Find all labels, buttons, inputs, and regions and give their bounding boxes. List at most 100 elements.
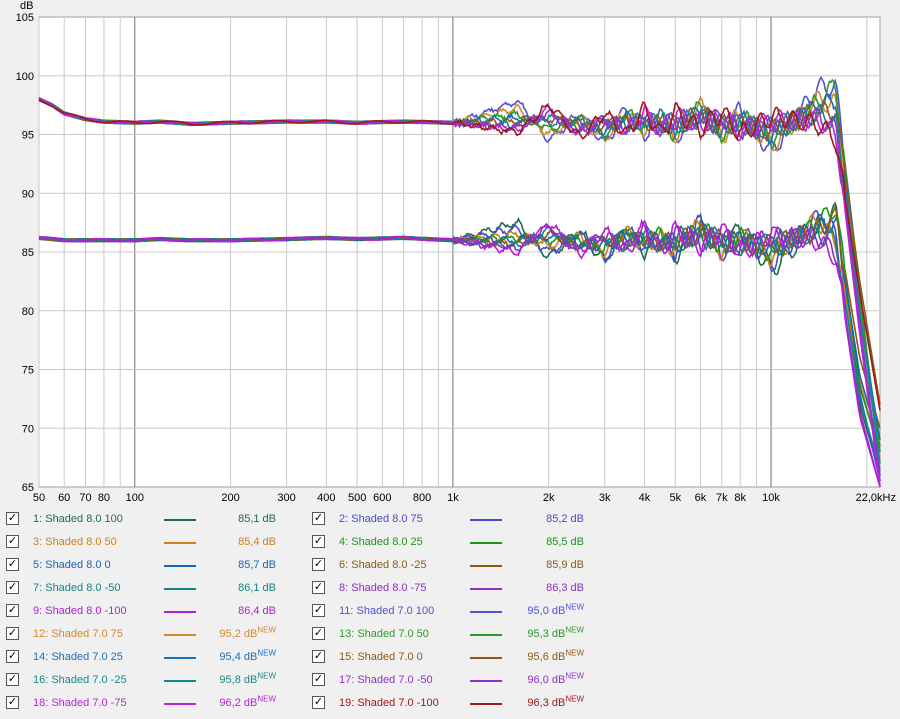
legend-label: 3: Shaded 8.0 50 [33, 536, 117, 548]
legend-value: 85,9 dB [524, 554, 584, 577]
frequency-response-chart: 65 70 75 80 85 90 95 100 105 50 60 70 80 100 200 300 40… [16, 0, 896, 504]
legend-checkbox[interactable]: ✓ [6, 512, 19, 525]
legend-value-text: 85,1 dB [238, 513, 276, 525]
series-lines [38, 75, 881, 488]
x-tick-label: 22,0kHz [856, 492, 896, 504]
y-tick-label: 70 [22, 423, 34, 435]
new-badge: NEW [565, 648, 584, 658]
legend-line-swatch [164, 703, 196, 705]
series-line [38, 97, 881, 482]
legend-value-text: 96,2 dB [219, 697, 258, 709]
x-axis-ticks: 50 60 70 80 100 200 300 400 500 600 800 1k 2k 3k 4k 5k 6… [33, 492, 896, 504]
new-badge: NEW [257, 648, 276, 658]
legend-checkbox[interactable]: ✓ [312, 512, 325, 525]
legend-line-swatch [164, 657, 196, 659]
legend-line-swatch [164, 542, 196, 544]
legend-checkbox[interactable]: ✓ [6, 604, 19, 617]
legend-value-text: 95,0 dB [527, 605, 566, 617]
x-tick-label: 60 [58, 492, 70, 504]
series-line [38, 218, 881, 488]
legend-item: ✓ 11: Shaded 7.0 100 95,0 dBNEW [312, 600, 612, 623]
legend-checkbox[interactable]: ✓ [312, 581, 325, 594]
legend-checkbox[interactable]: ✓ [6, 581, 19, 594]
legend-label: 2: Shaded 8.0 75 [339, 513, 423, 525]
legend-item: ✓ 13: Shaded 7.0 50 95,3 dBNEW [312, 623, 612, 646]
x-tick-label: 3k [599, 492, 611, 504]
legend: ✓ 1: Shaded 8.0 100 85,1 dB ✓ 2: Shaded 8.0 … [0, 508, 900, 719]
legend-value: 95,0 dBNEW [524, 600, 584, 623]
legend-value-text: 86,4 dB [238, 605, 276, 617]
x-tick-label: 1k [447, 492, 459, 504]
legend-line-swatch [470, 634, 502, 636]
legend-value-text: 95,4 dB [219, 651, 258, 663]
legend-value: 96,0 dBNEW [524, 669, 584, 692]
x-tick-label: 7k [716, 492, 728, 504]
y-tick-label: 80 [22, 306, 34, 318]
legend-item: ✓ 19: Shaded 7.0 -100 96,3 dBNEW [312, 692, 612, 715]
legend-value: 86,1 dB [216, 577, 276, 600]
legend-label: 8: Shaded 8.0 -75 [339, 582, 427, 594]
legend-value: 95,6 dBNEW [524, 646, 584, 669]
legend-checkbox[interactable]: ✓ [6, 696, 19, 709]
x-tick-label: 5k [669, 492, 681, 504]
legend-item: ✓ 6: Shaded 8.0 -25 85,9 dB [312, 554, 612, 577]
new-badge: NEW [565, 625, 584, 635]
legend-label: 11: Shaded 7.0 100 [339, 605, 435, 617]
x-tick-label: 70 [79, 492, 91, 504]
x-tick-label: 400 [317, 492, 335, 504]
y-tick-label: 100 [16, 71, 34, 83]
legend-label: 13: Shaded 7.0 50 [339, 628, 429, 640]
legend-checkbox[interactable]: ✓ [312, 535, 325, 548]
y-tick-label: 95 [22, 130, 34, 142]
legend-checkbox[interactable]: ✓ [312, 696, 325, 709]
legend-item: ✓ 8: Shaded 8.0 -75 86,3 dB [312, 577, 612, 600]
legend-value: 95,8 dBNEW [216, 669, 276, 692]
legend-label: 9: Shaded 8.0 -100 [33, 605, 127, 617]
legend-checkbox[interactable]: ✓ [312, 558, 325, 571]
legend-checkbox[interactable]: ✓ [6, 650, 19, 663]
x-tick-label: 10k [762, 492, 780, 504]
new-badge: NEW [565, 602, 584, 612]
legend-label: 1: Shaded 8.0 100 [33, 513, 123, 525]
legend-value: 96,2 dBNEW [216, 692, 276, 715]
legend-value: 85,4 dB [216, 531, 276, 554]
legend-item: ✓ 12: Shaded 7.0 75 95,2 dBNEW [6, 623, 306, 646]
legend-checkbox[interactable]: ✓ [6, 673, 19, 686]
y-tick-label: 75 [22, 365, 34, 377]
x-tick-label: 800 [413, 492, 431, 504]
new-badge: NEW [565, 694, 584, 704]
x-tick-label: 6k [695, 492, 707, 504]
legend-line-swatch [470, 588, 502, 590]
legend-checkbox[interactable]: ✓ [312, 604, 325, 617]
x-tick-label: 2k [543, 492, 555, 504]
legend-line-swatch [164, 588, 196, 590]
legend-label: 15: Shaded 7.0 0 [339, 651, 423, 663]
legend-line-swatch [164, 611, 196, 613]
x-tick-label: 600 [373, 492, 391, 504]
legend-line-swatch [164, 680, 196, 682]
x-tick-label: 100 [126, 492, 144, 504]
legend-label: 7: Shaded 8.0 -50 [33, 582, 121, 594]
legend-checkbox[interactable]: ✓ [6, 558, 19, 571]
legend-value-text: 86,1 dB [238, 582, 276, 594]
legend-value: 85,7 dB [216, 554, 276, 577]
legend-value: 86,4 dB [216, 600, 276, 623]
y-tick-label: 105 [16, 12, 34, 24]
legend-value-text: 85,2 dB [546, 513, 584, 525]
x-tick-label: 8k [734, 492, 746, 504]
legend-value-text: 95,8 dB [219, 674, 258, 686]
legend-checkbox[interactable]: ✓ [312, 650, 325, 663]
legend-value: 85,1 dB [216, 508, 276, 531]
new-badge: NEW [257, 671, 276, 681]
series-line [38, 98, 881, 411]
series-line [38, 204, 881, 429]
legend-checkbox[interactable]: ✓ [6, 535, 19, 548]
legend-label: 5: Shaded 8.0 0 [33, 559, 111, 571]
legend-item: ✓ 5: Shaded 8.0 0 85,7 dB [6, 554, 306, 577]
legend-checkbox[interactable]: ✓ [312, 627, 325, 640]
legend-item: ✓ 15: Shaded 7.0 0 95,6 dBNEW [312, 646, 612, 669]
legend-checkbox[interactable]: ✓ [6, 627, 19, 640]
x-tick-label: 200 [221, 492, 239, 504]
legend-checkbox[interactable]: ✓ [312, 673, 325, 686]
legend-value-text: 86,3 dB [546, 582, 584, 594]
